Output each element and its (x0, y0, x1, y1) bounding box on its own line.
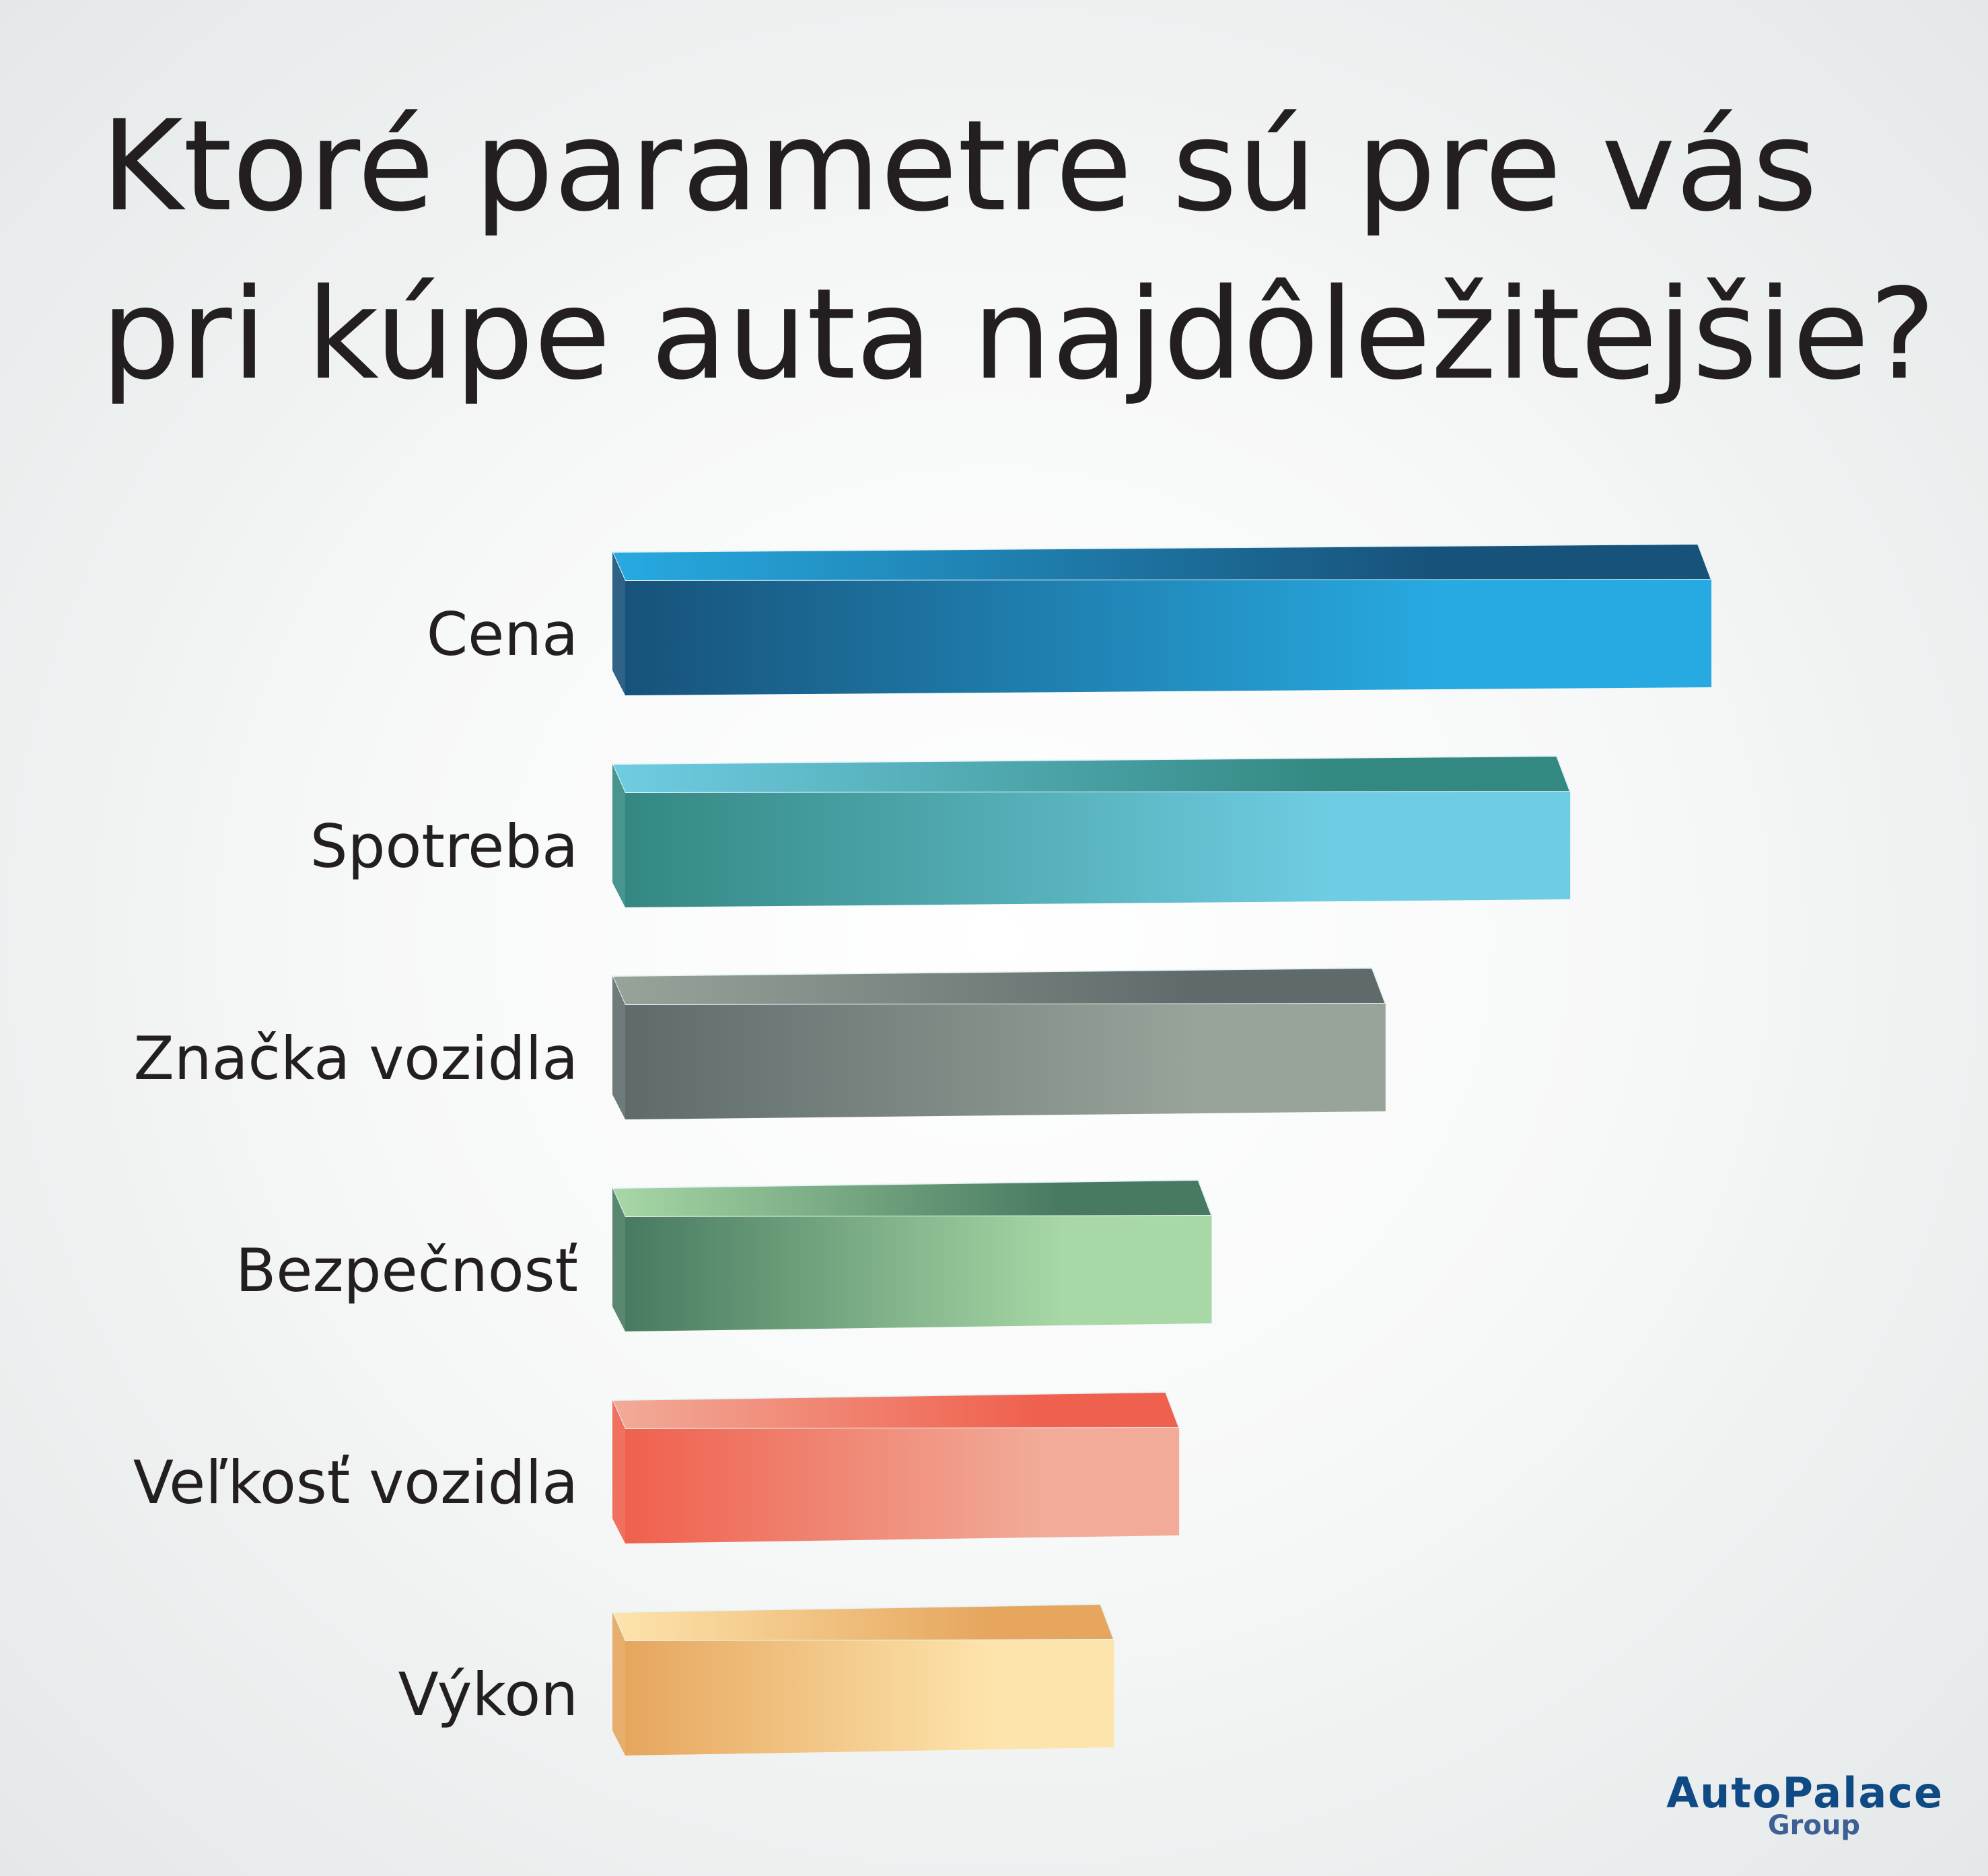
bar-top-face (611, 543, 1713, 582)
bar-side-face (612, 552, 625, 695)
bar-2 (611, 967, 1387, 1119)
bar-front-face (625, 1640, 1114, 1756)
chart-title-line-1: Ktoré parametre sú pre vás (101, 93, 1818, 239)
bar-side-face (612, 1612, 625, 1756)
bar-front-face (625, 1004, 1386, 1119)
autopalace-logo: AutoPalace Group (1666, 1768, 1944, 1841)
bar-0 (611, 543, 1713, 695)
bar-top-face (611, 1179, 1213, 1218)
category-label: Výkon (398, 1660, 578, 1729)
bar-side-face (612, 764, 625, 907)
category-label: Veľkosť vozidla (133, 1448, 578, 1517)
bar-front-face (625, 792, 1571, 907)
chart-title-line-2: pri kúpe auta najdôležitejšie? (101, 261, 1936, 407)
logo-sub: Group (1768, 1810, 1860, 1841)
bar-front-face (625, 1216, 1212, 1331)
logo-name: AutoPalace (1666, 1768, 1944, 1817)
bar-top-face (611, 967, 1387, 1006)
bar-1 (611, 755, 1571, 907)
bar-top-face (611, 1391, 1180, 1430)
category-label: Cena (427, 600, 578, 669)
bar-4 (611, 1391, 1180, 1543)
bar-side-face (612, 1188, 625, 1331)
category-label: Spotreba (310, 812, 578, 881)
bars-group: Cena Spotreba Značka vozidla Bezpečnosť Veľk… (133, 543, 1713, 1756)
category-label: Bezpečnosť (236, 1236, 578, 1305)
bar-front-face (625, 580, 1711, 695)
category-label: Značka vozidla (134, 1024, 578, 1093)
bar-top-face (611, 755, 1571, 794)
bar-side-face (612, 976, 625, 1119)
bar-5 (611, 1603, 1115, 1756)
bar-front-face (625, 1428, 1180, 1543)
bar-top-face (611, 1603, 1115, 1642)
bar-side-face (612, 1400, 625, 1543)
bar-3 (611, 1179, 1213, 1331)
